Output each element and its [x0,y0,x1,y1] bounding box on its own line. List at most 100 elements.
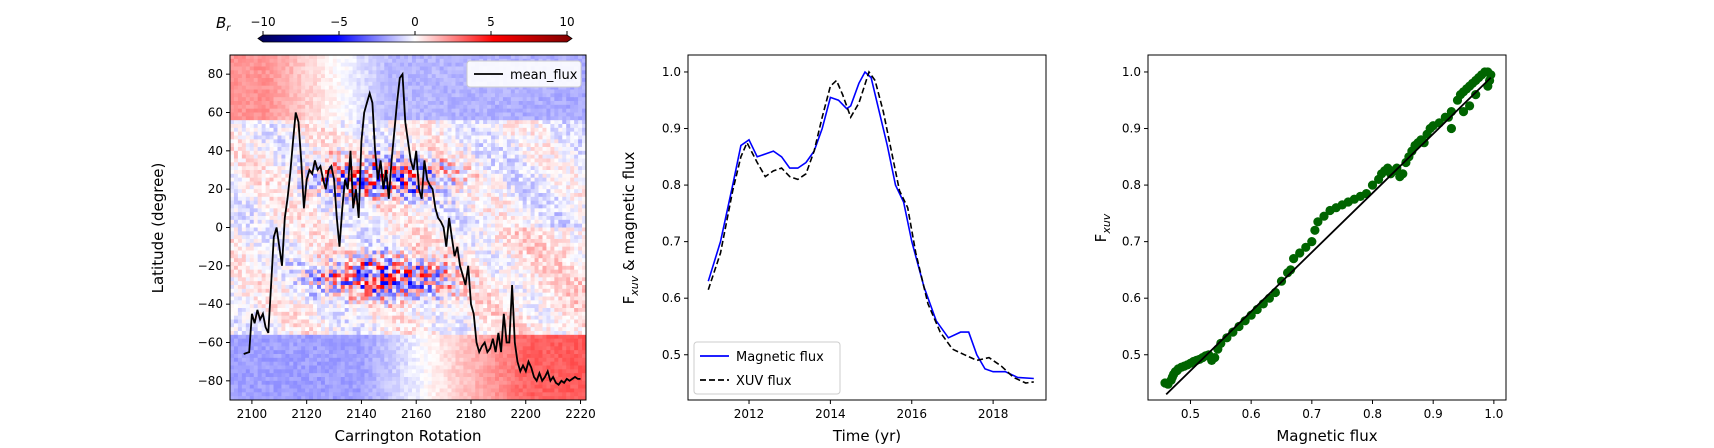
heatmap-cell [289,97,294,102]
heatmap-cell [241,89,247,94]
heatmap-cell [376,392,381,397]
heatmap-cell [352,66,357,71]
heatmap-cell [380,288,385,294]
heatmap-cell [245,281,251,286]
heatmap-cell [368,262,373,267]
heatmap-cell [281,66,286,71]
heatmap-cell [297,116,302,121]
heatmap-cell [400,258,405,263]
heatmap-cell [348,239,354,244]
heatmap-cell [249,346,255,351]
heatmap-cell [423,342,429,347]
heatmap-cell [297,170,302,175]
heatmap-cell [301,392,306,397]
heatmap-cell [261,223,266,228]
heatmap-cell [297,196,302,202]
heatmap-cell [415,66,421,71]
heatmap-cell [309,281,314,286]
heatmap-cell [317,147,322,152]
heatmap-cell [404,85,409,90]
heatmap-cell [435,388,441,393]
heatmap-cell [392,250,397,255]
heatmap-cell [352,304,357,309]
heatmap-cell [443,250,448,255]
heatmap-cell [372,396,377,400]
heatmap-cell [328,81,334,87]
heatmap-cell [352,166,357,171]
heatmap-cell [435,158,441,163]
heatmap-cell [309,131,314,136]
heatmap-cell [388,315,393,320]
heatmap-cell [230,273,235,278]
heatmap-cell [230,85,235,90]
heatmap-cell [269,292,274,297]
heatmap-cell [233,101,239,106]
heatmap-cell [313,258,318,263]
heatmap-cell [348,204,354,209]
heatmap-cell [419,365,425,370]
heatmap-cell [344,120,350,125]
heatmap-cell [289,200,294,205]
heatmap-cell [293,147,298,152]
heatmap-cell [305,250,310,255]
heatmap-cell [241,338,247,343]
heatmap-cell [435,135,441,140]
heatmap-cell [400,250,405,255]
heatmap-cell [285,304,290,309]
heatmap-cell [447,104,452,110]
heatmap-cell [285,143,290,148]
heatmap-cell [265,361,270,366]
heatmap-cell [408,231,413,236]
heatmap-cell [309,319,314,324]
heatmap-cell [249,216,255,221]
heatmap-cell [253,204,259,209]
heatmap-cell [313,296,318,301]
heatmap-cell [364,235,369,240]
heatmap-cell [281,365,286,370]
heatmap-cell [237,216,243,221]
heatmap-cell [352,292,357,297]
heatmap-cell [245,285,251,290]
heatmap-cell [233,223,239,228]
heatmap-cell [380,120,385,125]
heatmap-cell [313,300,318,305]
heatmap-cell [380,235,385,240]
heatmap-cell [415,58,421,64]
heatmap-cell [301,131,306,136]
heatmap-cell [324,331,330,336]
heatmap-cell [411,116,417,121]
heatmap-cell [419,227,425,232]
heatmap-cell [289,70,294,75]
heatmap-cell [384,181,389,186]
heatmap-cell [431,135,437,140]
heatmap-cell [415,104,421,110]
heatmap-cell [281,147,286,152]
heatmap-cell [289,74,294,79]
heatmap-cell [411,196,417,202]
heatmap-cell [340,74,346,79]
heatmap-cell [423,380,429,386]
heatmap-cell [348,58,354,64]
heatmap-cell [404,239,409,244]
heatmap-cell [419,158,425,163]
heatmap-cell [443,112,448,117]
heatmap-cell [233,208,239,213]
heatmap-cell [392,319,397,324]
heatmap-cell [332,55,338,60]
heatmap-cell [380,315,385,320]
heatmap-cell [344,262,350,267]
heatmap-cell [340,231,346,236]
heatmap-cell [285,311,290,317]
heatmap-cell [427,288,433,294]
heatmap-cell [368,250,373,255]
heatmap-cell [277,66,282,71]
heatmap-cell [356,300,361,305]
heatmap-cell [281,292,286,297]
heatmap-cell [431,116,437,121]
heatmap-cell [439,81,444,87]
heatmap-cell [356,319,361,324]
heatmap-cell [281,288,286,294]
heatmap-cell [277,388,282,393]
heatmap-cell [289,246,294,251]
heatmap-cell [336,62,342,67]
